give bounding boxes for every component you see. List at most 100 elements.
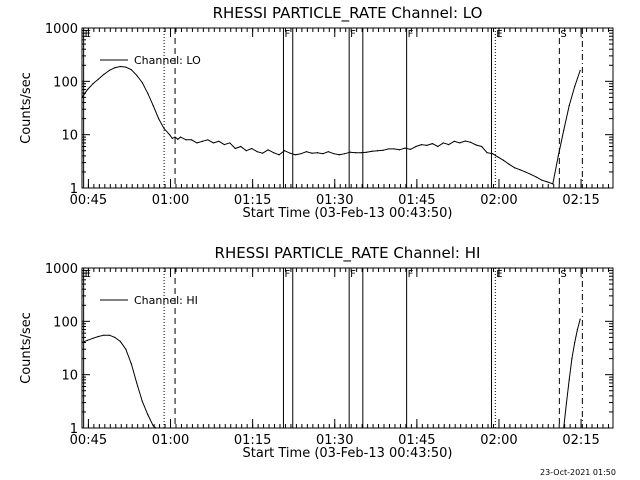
data-point (486, 152, 488, 154)
y-tick-label: 10 (61, 369, 78, 384)
data-point (125, 348, 127, 350)
data-point (81, 96, 83, 98)
chart-panel-1: RHESSI PARTICLE_RATE Channel: LO 1 10 100 10… (19, 4, 614, 221)
x-tick-label: 01:15 (234, 433, 271, 448)
data-point (382, 149, 384, 151)
data-point (256, 151, 258, 153)
data-point (289, 152, 291, 154)
chart-title: RHESSI PARTICLE_RATE Channel: LO (213, 4, 483, 23)
footer-date: 23-Oct-2021 01:50 (540, 468, 616, 477)
data-point (152, 105, 154, 107)
x-tick-label: 01:30 (316, 433, 353, 448)
legend-label: Channel: HI (134, 294, 198, 307)
data-point (404, 147, 406, 149)
data-point (565, 401, 568, 404)
data-point (119, 340, 121, 343)
x-tick-label: 00:45 (70, 193, 107, 208)
data-point (563, 129, 565, 132)
chart-title: RHESSI PARTICLE_RATE Channel: HI (215, 244, 481, 263)
data-point (497, 156, 499, 158)
data-point (251, 147, 253, 150)
x-tick-label: 01:45 (398, 433, 435, 448)
data-point (579, 318, 581, 320)
y-tick-label: 1000 (45, 22, 78, 37)
event-marker-label: E (496, 29, 502, 40)
x-tick-label: 02:00 (480, 193, 517, 208)
event-marker-label: F (284, 29, 290, 40)
data-point (377, 150, 379, 152)
data-point (283, 150, 286, 152)
y-axis-label: Counts/sec (19, 72, 34, 144)
data-point (437, 145, 439, 148)
data-point (97, 335, 100, 338)
data-point (92, 337, 94, 339)
data-point (322, 153, 324, 155)
data-point (103, 334, 105, 336)
data-point (81, 341, 83, 344)
data-point (136, 74, 138, 76)
data-point (475, 144, 477, 146)
data-point (305, 151, 308, 153)
x-tick-label: 00:45 (70, 433, 107, 448)
data-point (366, 151, 368, 153)
data-point (344, 153, 346, 155)
data-point (92, 83, 94, 85)
data-point (201, 140, 204, 142)
data-point (136, 382, 138, 384)
event-marker-label: F (350, 269, 356, 280)
data-point (333, 153, 335, 155)
data-point (459, 142, 461, 144)
data-point (272, 152, 275, 154)
data-point (108, 334, 110, 336)
data-point (563, 427, 565, 429)
data-point (571, 358, 573, 360)
x-tick-label: 01:15 (234, 193, 271, 208)
data-point (86, 339, 89, 341)
data-point (179, 136, 182, 138)
x-tick-label: 02:00 (480, 433, 517, 448)
data-point (190, 139, 193, 141)
data-point (470, 141, 472, 143)
data-point (453, 140, 455, 142)
data-point (513, 167, 516, 169)
y-tick-label: 10 (61, 129, 78, 144)
x-tick-label: 01:45 (398, 193, 435, 208)
y-axis-label: Counts/sec (19, 312, 34, 384)
data-point (546, 181, 548, 183)
data-point (426, 144, 428, 146)
data-point (398, 149, 401, 151)
event-marker-label: F (350, 29, 356, 40)
data-point (229, 142, 231, 144)
data-point (355, 152, 357, 154)
x-tick-label: 02:15 (562, 433, 599, 448)
y-tick-label: 100 (53, 75, 78, 90)
data-point (234, 147, 236, 150)
series-line (81, 318, 581, 429)
data-point (103, 73, 105, 75)
data-point (185, 139, 187, 141)
data-point (108, 69, 110, 72)
data-point (415, 145, 417, 148)
event-marker-label: S (560, 269, 566, 280)
data-point (262, 152, 264, 154)
event-marker-label: E (85, 29, 91, 40)
data-point (141, 81, 143, 84)
y-tick-label: 1000 (45, 262, 78, 277)
data-point (579, 69, 581, 72)
data-point (557, 155, 559, 157)
data-point (218, 140, 220, 142)
data-point (114, 336, 116, 338)
data-point (86, 88, 89, 91)
data-point (278, 154, 280, 156)
data-point (524, 171, 527, 173)
legend-label: Channel: LO (134, 54, 201, 67)
x-axis-label: Start Time (03-Feb-13 00:43:50) (243, 206, 453, 221)
data-point (130, 69, 132, 71)
data-point (163, 127, 165, 130)
data-point (300, 153, 302, 155)
data-point (568, 379, 570, 381)
data-point (360, 152, 362, 154)
data-point (574, 341, 576, 344)
data-point (481, 145, 483, 148)
data-point (171, 137, 173, 140)
